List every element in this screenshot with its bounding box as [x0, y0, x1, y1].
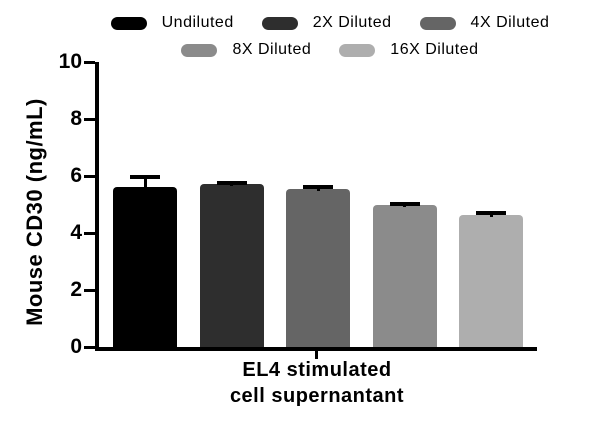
y-tick-label-6: 6 [70, 164, 82, 187]
legend-label-16x-diluted: 16X Diluted [390, 41, 479, 58]
legend-swatch-16x-diluted [339, 43, 376, 57]
bar-8x-diluted [372, 205, 437, 347]
bar-16x-diluted [459, 215, 523, 347]
x-axis-title-line-2: cell supernantant [229, 385, 405, 407]
plot-area [95, 62, 537, 351]
y-tick-label-8: 8 [70, 107, 82, 130]
legend-swatch-undiluted [110, 16, 147, 30]
y-tick-2 [84, 288, 95, 292]
legend-item-16x-diluted: 16X Diluted [339, 41, 478, 59]
legend-swatch-4x-diluted [419, 16, 456, 30]
y-tick-10 [84, 60, 95, 64]
legend-row-2: 8X Diluted 16X Diluted [181, 41, 478, 59]
legend-swatch-8x-diluted [181, 43, 218, 57]
error-bar-cap-8x-diluted [389, 202, 420, 207]
y-tick-label-0: 0 [70, 335, 82, 358]
error-bar-stem-undiluted [143, 177, 147, 190]
legend-label-8x-diluted: 8X Diluted [232, 41, 312, 58]
legend-swatch-2x-diluted [261, 16, 298, 30]
legend-label-4x-diluted: 4X Diluted [470, 14, 550, 31]
legend-row-1: Undiluted 2X Diluted 4X Diluted [110, 14, 550, 32]
y-tick-label-4: 4 [70, 221, 82, 244]
legend-item-undiluted: Undiluted [110, 14, 234, 32]
bar-2x-diluted [199, 183, 264, 347]
y-tick-8 [84, 117, 95, 121]
error-bar-cap-16x-diluted [476, 210, 506, 215]
y-tick-6 [84, 174, 95, 178]
error-bar-cap-2x-diluted [216, 180, 247, 185]
x-axis-title: EL4 stimulated cell supernantant [167, 357, 467, 409]
legend-item-4x-diluted: 4X Diluted [419, 14, 550, 32]
legend-label-undiluted: Undiluted [161, 14, 234, 31]
x-axis-tick [315, 351, 318, 359]
y-tick-4 [84, 231, 95, 235]
y-tick-label-2: 2 [70, 278, 82, 301]
y-tick-0 [84, 345, 95, 349]
legend: Undiluted 2X Diluted 4X Diluted 8X Diluted 1… [70, 14, 590, 59]
legend-item-2x-diluted: 2X Diluted [261, 14, 392, 32]
bar-undiluted [113, 187, 177, 347]
error-bar-stem-16x-diluted [489, 212, 493, 218]
error-bar-cap-undiluted [130, 175, 160, 180]
error-bar-cap-4x-diluted [303, 185, 333, 190]
legend-item-8x-diluted: 8X Diluted [181, 41, 311, 59]
legend-label-2x-diluted: 2X Diluted [312, 14, 392, 31]
x-axis-title-line-1: EL4 stimulated [242, 359, 392, 381]
y-tick-label-10: 10 [58, 50, 82, 73]
bar-4x-diluted [286, 188, 350, 347]
